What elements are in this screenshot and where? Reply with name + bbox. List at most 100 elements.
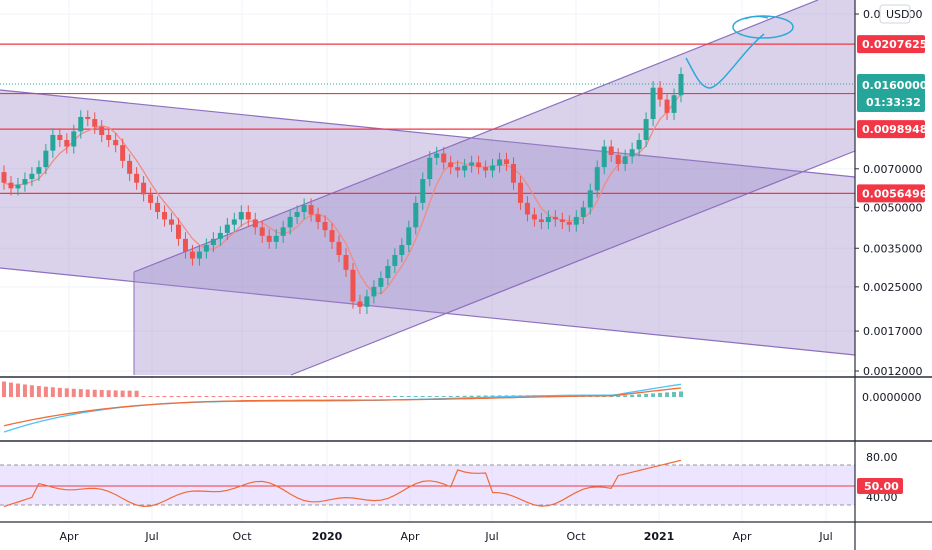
candle-body[interactable] (678, 73, 684, 96)
descending-channel-upper-line[interactable] (0, 89, 856, 178)
candle-body[interactable] (106, 134, 112, 140)
candle-body[interactable] (169, 219, 175, 225)
candle-body[interactable] (196, 251, 202, 259)
candle-body[interactable] (413, 202, 419, 228)
candles[interactable] (1, 67, 684, 314)
target-circle-tail[interactable] (744, 16, 769, 20)
candle-body[interactable] (127, 160, 133, 174)
candle-body[interactable] (203, 245, 209, 252)
candle-body[interactable] (601, 146, 607, 168)
candle-body[interactable] (517, 182, 523, 203)
candle-body[interactable] (587, 190, 593, 208)
candle-body[interactable] (141, 182, 147, 195)
candle-body[interactable] (64, 139, 70, 147)
rsi-panel[interactable] (0, 459, 855, 508)
candle-body[interactable] (476, 162, 482, 168)
candle-body[interactable] (43, 150, 49, 168)
candle-body[interactable] (364, 296, 370, 307)
candle-body[interactable] (615, 154, 621, 164)
candle-body[interactable] (8, 182, 14, 189)
candle-body[interactable] (378, 278, 384, 287)
time-axis[interactable]: Apr Jul Oct 2020 Apr Jul Oct 2021 Apr Jul (59, 530, 832, 543)
price-axis[interactable]: 0.02700000.00700000.00500000.00350000.00… (855, 8, 923, 378)
oscillator-slow-line[interactable] (3, 387, 682, 427)
candle-body[interactable] (406, 227, 412, 246)
ascending-channel-upper-line[interactable] (133, 0, 819, 273)
candle-body[interactable] (273, 235, 279, 242)
candle-body[interactable] (78, 116, 84, 132)
candle-body[interactable] (531, 214, 537, 220)
candle-body[interactable] (217, 232, 223, 239)
candle-body[interactable] (329, 230, 335, 242)
candle-body[interactable] (301, 205, 307, 213)
candle-body[interactable] (671, 95, 677, 113)
candle-body[interactable] (664, 99, 670, 113)
candle-body[interactable] (15, 184, 21, 189)
candle-body[interactable] (50, 134, 56, 151)
candle-body[interactable] (650, 87, 656, 120)
candle-body[interactable] (71, 131, 77, 147)
candle-body[interactable] (608, 146, 614, 155)
candle-body[interactable] (545, 216, 551, 223)
candle-body[interactable] (287, 216, 293, 228)
candle-body[interactable] (420, 179, 426, 203)
candle-body[interactable] (336, 241, 342, 256)
candle-body[interactable] (636, 139, 642, 150)
moving-average-line[interactable] (3, 93, 682, 295)
candle-body[interactable] (566, 222, 572, 225)
candle-body[interactable] (441, 153, 447, 163)
candle-body[interactable] (580, 207, 586, 217)
candle-body[interactable] (573, 216, 579, 225)
candle-body[interactable] (448, 162, 454, 168)
candle-body[interactable] (210, 238, 216, 246)
candle-body[interactable] (469, 162, 475, 166)
candle-body[interactable] (594, 167, 600, 191)
candle-body[interactable] (224, 224, 230, 233)
hand-drawing[interactable] (685, 15, 794, 89)
candle-body[interactable] (657, 87, 663, 100)
oscillator-panel[interactable] (2, 381, 683, 433)
candle-body[interactable] (343, 255, 349, 270)
candle-body[interactable] (134, 173, 140, 183)
candle-body[interactable] (294, 212, 300, 217)
candle-body[interactable] (175, 224, 181, 239)
candle-body[interactable] (252, 219, 258, 228)
candle-body[interactable] (385, 265, 391, 279)
candle-body[interactable] (315, 214, 321, 223)
candle-body[interactable] (455, 167, 461, 171)
candle-body[interactable] (231, 219, 237, 225)
candle-body[interactable] (322, 222, 328, 231)
candle-body[interactable] (371, 286, 377, 297)
candle-body[interactable] (524, 202, 530, 215)
candle-body[interactable] (120, 145, 126, 161)
candle-body[interactable] (427, 157, 433, 180)
candle-body[interactable] (113, 139, 119, 146)
candle-body[interactable] (182, 238, 188, 252)
candle-body[interactable] (189, 251, 195, 259)
rsi-line[interactable] (3, 459, 682, 508)
candle-body[interactable] (392, 255, 398, 266)
candle-body[interactable] (85, 116, 91, 120)
candle-body[interactable] (36, 167, 42, 174)
candle-body[interactable] (483, 167, 489, 171)
candle-body[interactable] (280, 227, 286, 236)
candle-body[interactable] (504, 159, 510, 164)
candle-body[interactable] (643, 119, 649, 140)
candle-body[interactable] (497, 159, 503, 166)
projection-curve[interactable] (685, 33, 765, 89)
currency-button[interactable]: USD (879, 4, 911, 24)
candle-body[interactable] (350, 269, 356, 302)
candle-body[interactable] (622, 156, 628, 164)
candle-body[interactable] (510, 163, 516, 183)
candle-body[interactable] (308, 205, 314, 215)
candle-body[interactable] (538, 219, 544, 223)
ascending-channel-lower-line[interactable] (290, 150, 856, 376)
currency-button-bg[interactable] (879, 4, 911, 24)
candle-body[interactable] (399, 245, 405, 256)
candle-body[interactable] (238, 212, 244, 220)
candle-body[interactable] (462, 165, 468, 171)
candle-body[interactable] (57, 134, 63, 140)
candle-body[interactable] (245, 212, 251, 220)
candle-body[interactable] (99, 126, 105, 135)
